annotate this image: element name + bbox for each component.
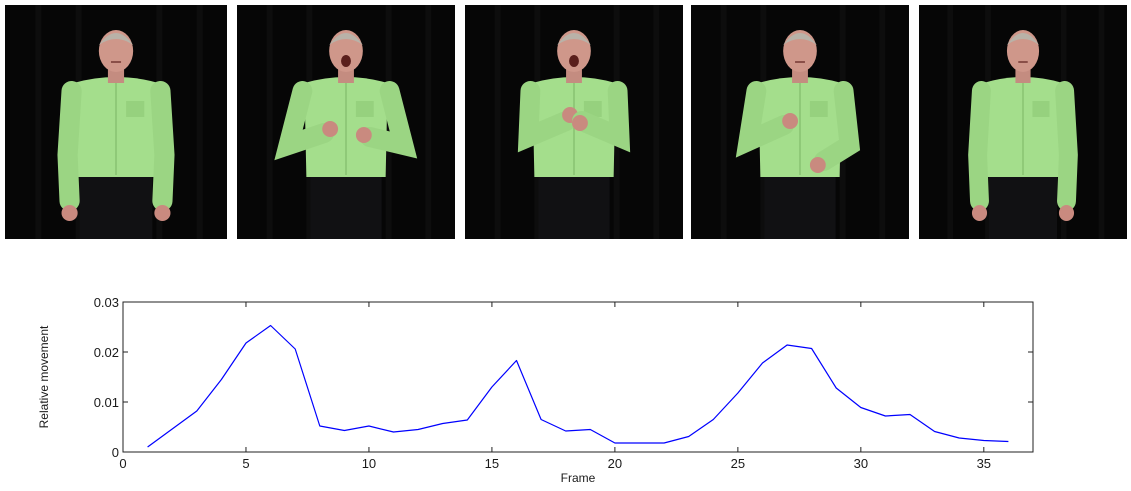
plot-axes — [122, 301, 1034, 453]
y-tick-label: 0 — [112, 445, 119, 460]
speaker-figure — [919, 5, 1127, 239]
plot-series — [147, 324, 1009, 448]
x-tick-label: 5 — [242, 456, 249, 471]
speaker-figure — [5, 5, 227, 239]
video-frame-4 — [691, 5, 909, 239]
y-tick-label: 0.02 — [94, 345, 119, 360]
y-axis-title: Relative movement — [37, 325, 51, 428]
movement-line-chart: 0 5 10 15 20 25 30 35 0 0.01 0.02 0.03 Frame Relati… — [37, 295, 1034, 485]
x-tick-label: 0 — [119, 456, 126, 471]
x-tick-label: 20 — [608, 456, 622, 471]
video-frame-strip — [0, 0, 1131, 245]
movement-series-line — [147, 324, 1009, 448]
x-tick-label: 35 — [977, 456, 991, 471]
y-tick-label: 0.03 — [94, 295, 119, 310]
x-tick-label: 10 — [362, 456, 376, 471]
y-tick-label: 0.01 — [94, 395, 119, 410]
speaker-figure — [691, 5, 909, 239]
speaker-figure — [237, 5, 455, 239]
plot-ticks: 0 5 10 15 20 25 30 35 0 0.01 0.02 0.03 — [94, 295, 1033, 471]
speaker-figure — [465, 5, 683, 239]
video-frame-1 — [5, 5, 227, 239]
x-tick-label: 15 — [485, 456, 499, 471]
video-frame-3 — [465, 5, 683, 239]
video-frame-2 — [237, 5, 455, 239]
video-frame-5 — [919, 5, 1127, 239]
x-tick-label: 30 — [854, 456, 868, 471]
x-axis-title: Frame — [561, 471, 596, 485]
x-tick-label: 25 — [731, 456, 745, 471]
plot-frame — [122, 301, 1034, 453]
